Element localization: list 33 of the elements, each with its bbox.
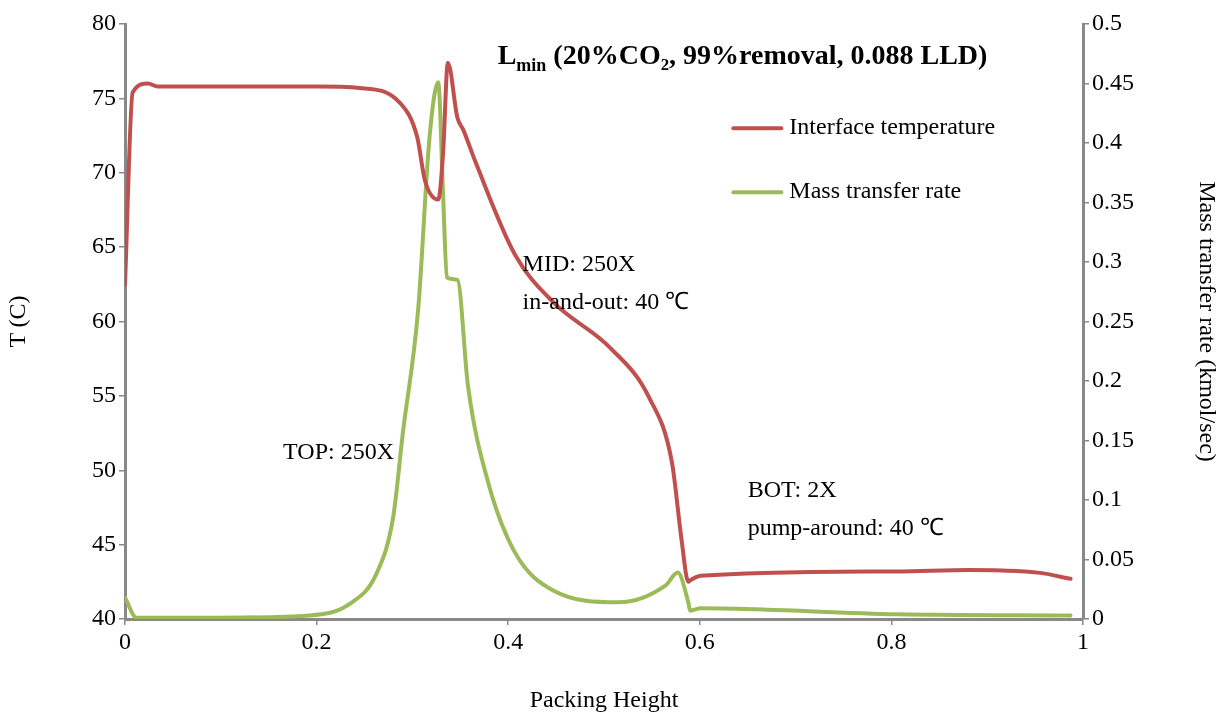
y-tick-label: 55 [92,381,116,408]
y2-tick-label: 0.45 [1092,68,1134,95]
x-tick-label: 0.2 [301,627,332,654]
y-tick-label: 80 [92,9,116,36]
x-tick-label: 1 [1077,627,1089,654]
y2-tick-label: 0.3 [1092,247,1122,274]
x-tick-label: 0 [119,627,131,654]
legend-label: Interface temperature [789,113,996,140]
y-tick-label: 50 [92,455,116,482]
y2-tick-label: 0.35 [1092,187,1134,214]
y2-axis-title: Mass transfer rate (kmol/sec) [1195,181,1222,462]
x-tick-label: 0.4 [493,627,524,654]
y-tick-label: 65 [92,232,116,259]
legend-label: Mass transfer rate [789,177,962,204]
y-tick-label: 75 [92,83,116,110]
y-axis-title: T (C) [3,295,30,348]
y2-tick-label: 0.1 [1092,485,1122,512]
y-tick-label: 40 [92,604,116,631]
x-axis-title: Packing Height [529,685,679,712]
x-tick-label: 0.8 [876,627,907,654]
x-tick-label: 0.6 [684,627,715,654]
annotation: BOT: 2X pump-around: 40 ℃ [747,476,944,541]
y2-tick-label: 0.05 [1092,544,1134,571]
y2-tick-label: 0.25 [1092,306,1134,333]
y2-tick-label: 0.5 [1092,9,1122,36]
annotation: TOP: 250X [283,437,394,464]
y-tick-label: 70 [92,158,116,185]
y-tick-label: 45 [92,529,116,556]
y2-tick-label: 0 [1092,604,1104,631]
y2-tick-label: 0.2 [1092,366,1122,393]
y-tick-label: 60 [92,306,116,333]
y2-tick-label: 0.15 [1092,425,1134,452]
y2-tick-label: 0.4 [1092,128,1122,155]
